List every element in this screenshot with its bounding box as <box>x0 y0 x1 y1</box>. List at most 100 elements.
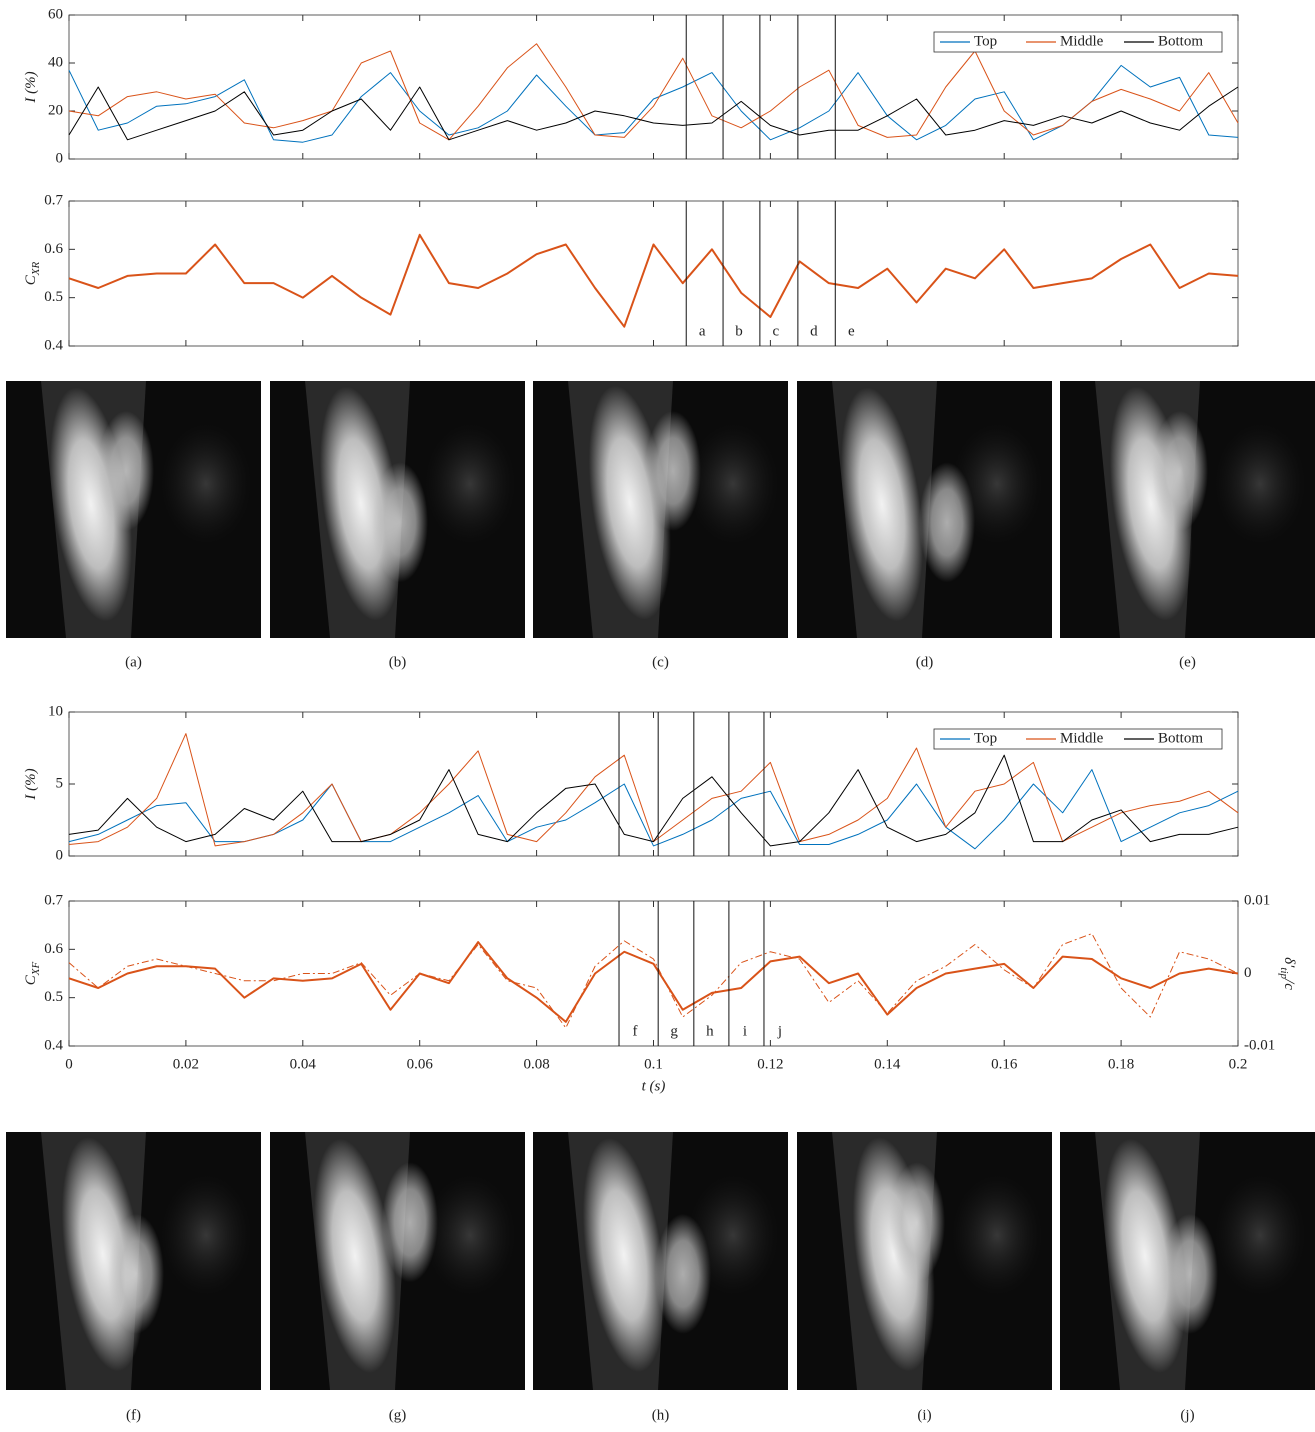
photo <box>1060 1132 1315 1390</box>
y2-axis-label: δ′tip/c <box>1278 957 1296 990</box>
x-tick-label: 0.12 <box>757 1056 783 1072</box>
series-line <box>68 43 1239 141</box>
series-line <box>68 86 1239 141</box>
marker-label: b <box>735 323 743 339</box>
series-line <box>68 941 1239 1023</box>
marker-label: i <box>743 1023 747 1039</box>
marker-label: a <box>699 323 706 339</box>
y-axis-label: CXF <box>23 961 41 985</box>
series-line <box>68 754 1239 847</box>
plot-frame <box>68 900 1239 1047</box>
marker-label: d <box>810 323 818 339</box>
y-axis-label: CXR <box>23 261 41 285</box>
y2-axis-label-main: δ′ <box>1281 957 1297 968</box>
series-line <box>68 64 1239 143</box>
x-tick-label: 0.04 <box>290 1056 317 1072</box>
photo <box>270 1132 525 1390</box>
y-tick-label: 0.4 <box>44 1037 63 1053</box>
series-line <box>68 933 1239 1029</box>
vapour-cloud <box>1152 410 1208 531</box>
vapour-cloud <box>382 1162 438 1283</box>
vapour-cloud <box>1162 1213 1218 1334</box>
y-tick-label: 0.6 <box>44 941 63 957</box>
x-axis-label: t (s) <box>642 1078 666 1094</box>
wake <box>1215 1175 1305 1296</box>
x-tick-label: 0.18 <box>1108 1056 1134 1072</box>
legend-label: Top <box>974 33 997 49</box>
marker-label: h <box>706 1023 714 1039</box>
plot-frame <box>68 200 1239 347</box>
cavity <box>1103 1138 1187 1373</box>
panel-caption: (a) <box>125 654 142 670</box>
x-tick-label: 0.02 <box>173 1056 199 1072</box>
marker-label: g <box>670 1023 678 1039</box>
x-tick-label: 0.14 <box>874 1056 901 1072</box>
wake <box>425 423 515 544</box>
vapour-cloud <box>645 410 701 531</box>
panel-caption: (g) <box>389 1407 407 1423</box>
x-tick-label: 0.2 <box>1229 1056 1248 1072</box>
legend-label: Bottom <box>1158 33 1203 49</box>
series-line <box>68 769 1239 850</box>
vapour-cloud <box>98 410 154 531</box>
x-tick-label: 0.08 <box>523 1056 549 1072</box>
y2-tick-label: -0.01 <box>1244 1037 1275 1053</box>
y-axis-label: I (%) <box>23 768 39 800</box>
y-axis-label-main: C <box>23 974 39 985</box>
wake <box>161 423 251 544</box>
y-tick-label: 40 <box>48 54 63 70</box>
wake <box>688 1175 778 1296</box>
photo <box>797 1132 1052 1390</box>
y2-axis-label-sub: tip <box>1278 967 1290 979</box>
photo <box>6 381 261 638</box>
marker-label: j <box>777 1023 782 1039</box>
y-axis-label-main: I (%) <box>23 71 39 103</box>
photo <box>533 1132 788 1390</box>
y-tick-label: 0 <box>56 847 64 863</box>
y-tick-label: 0.7 <box>44 892 63 908</box>
x-tick-label: 0.1 <box>644 1056 663 1072</box>
legend-label: Middle <box>1060 730 1104 746</box>
y-tick-label: 60 <box>48 6 63 22</box>
panel-caption: (h) <box>652 1407 670 1423</box>
legend-label: Middle <box>1060 33 1104 49</box>
y-tick-label: 0.6 <box>44 241 63 257</box>
y-tick-label: 0.4 <box>44 337 63 353</box>
photo <box>1060 381 1315 638</box>
panel-caption: (b) <box>389 654 407 670</box>
panel-caption: (f) <box>126 1407 141 1423</box>
legend-box <box>933 728 1223 750</box>
wake <box>1215 423 1305 544</box>
y2-axis-label-suffix: /c <box>1281 978 1297 990</box>
marker-label: c <box>773 323 780 339</box>
cavity <box>840 387 924 622</box>
y-tick-label: 0.5 <box>44 989 63 1005</box>
wake <box>688 423 778 544</box>
y-axis-label: I (%) <box>23 71 39 103</box>
y-tick-label: 5 <box>56 775 64 791</box>
y-tick-label: 0.7 <box>44 192 63 208</box>
y2-tick-label: 0 <box>1244 965 1252 981</box>
x-tick-label: 0.16 <box>991 1056 1018 1072</box>
y-tick-label: 20 <box>48 102 63 118</box>
cavity <box>582 1138 665 1372</box>
legend-label: Top <box>974 730 997 746</box>
series-line <box>68 233 1239 328</box>
x-tick-label: 0 <box>65 1056 73 1072</box>
photo <box>270 381 525 638</box>
y-axis-label-sub: XR <box>30 261 42 276</box>
photo <box>797 381 1052 638</box>
wake <box>952 423 1042 544</box>
y2-tick-label: 0.01 <box>1244 892 1270 908</box>
legend-box <box>933 31 1223 53</box>
photo <box>6 1132 261 1390</box>
wake <box>425 1175 515 1296</box>
y-axis-label-sub: XF <box>30 961 42 976</box>
x-tick-label: 0.06 <box>407 1056 434 1072</box>
legend-label: Bottom <box>1158 730 1203 746</box>
panel-caption: (c) <box>652 654 669 670</box>
marker-label: f <box>633 1023 638 1039</box>
vapour-cloud <box>108 1213 164 1334</box>
